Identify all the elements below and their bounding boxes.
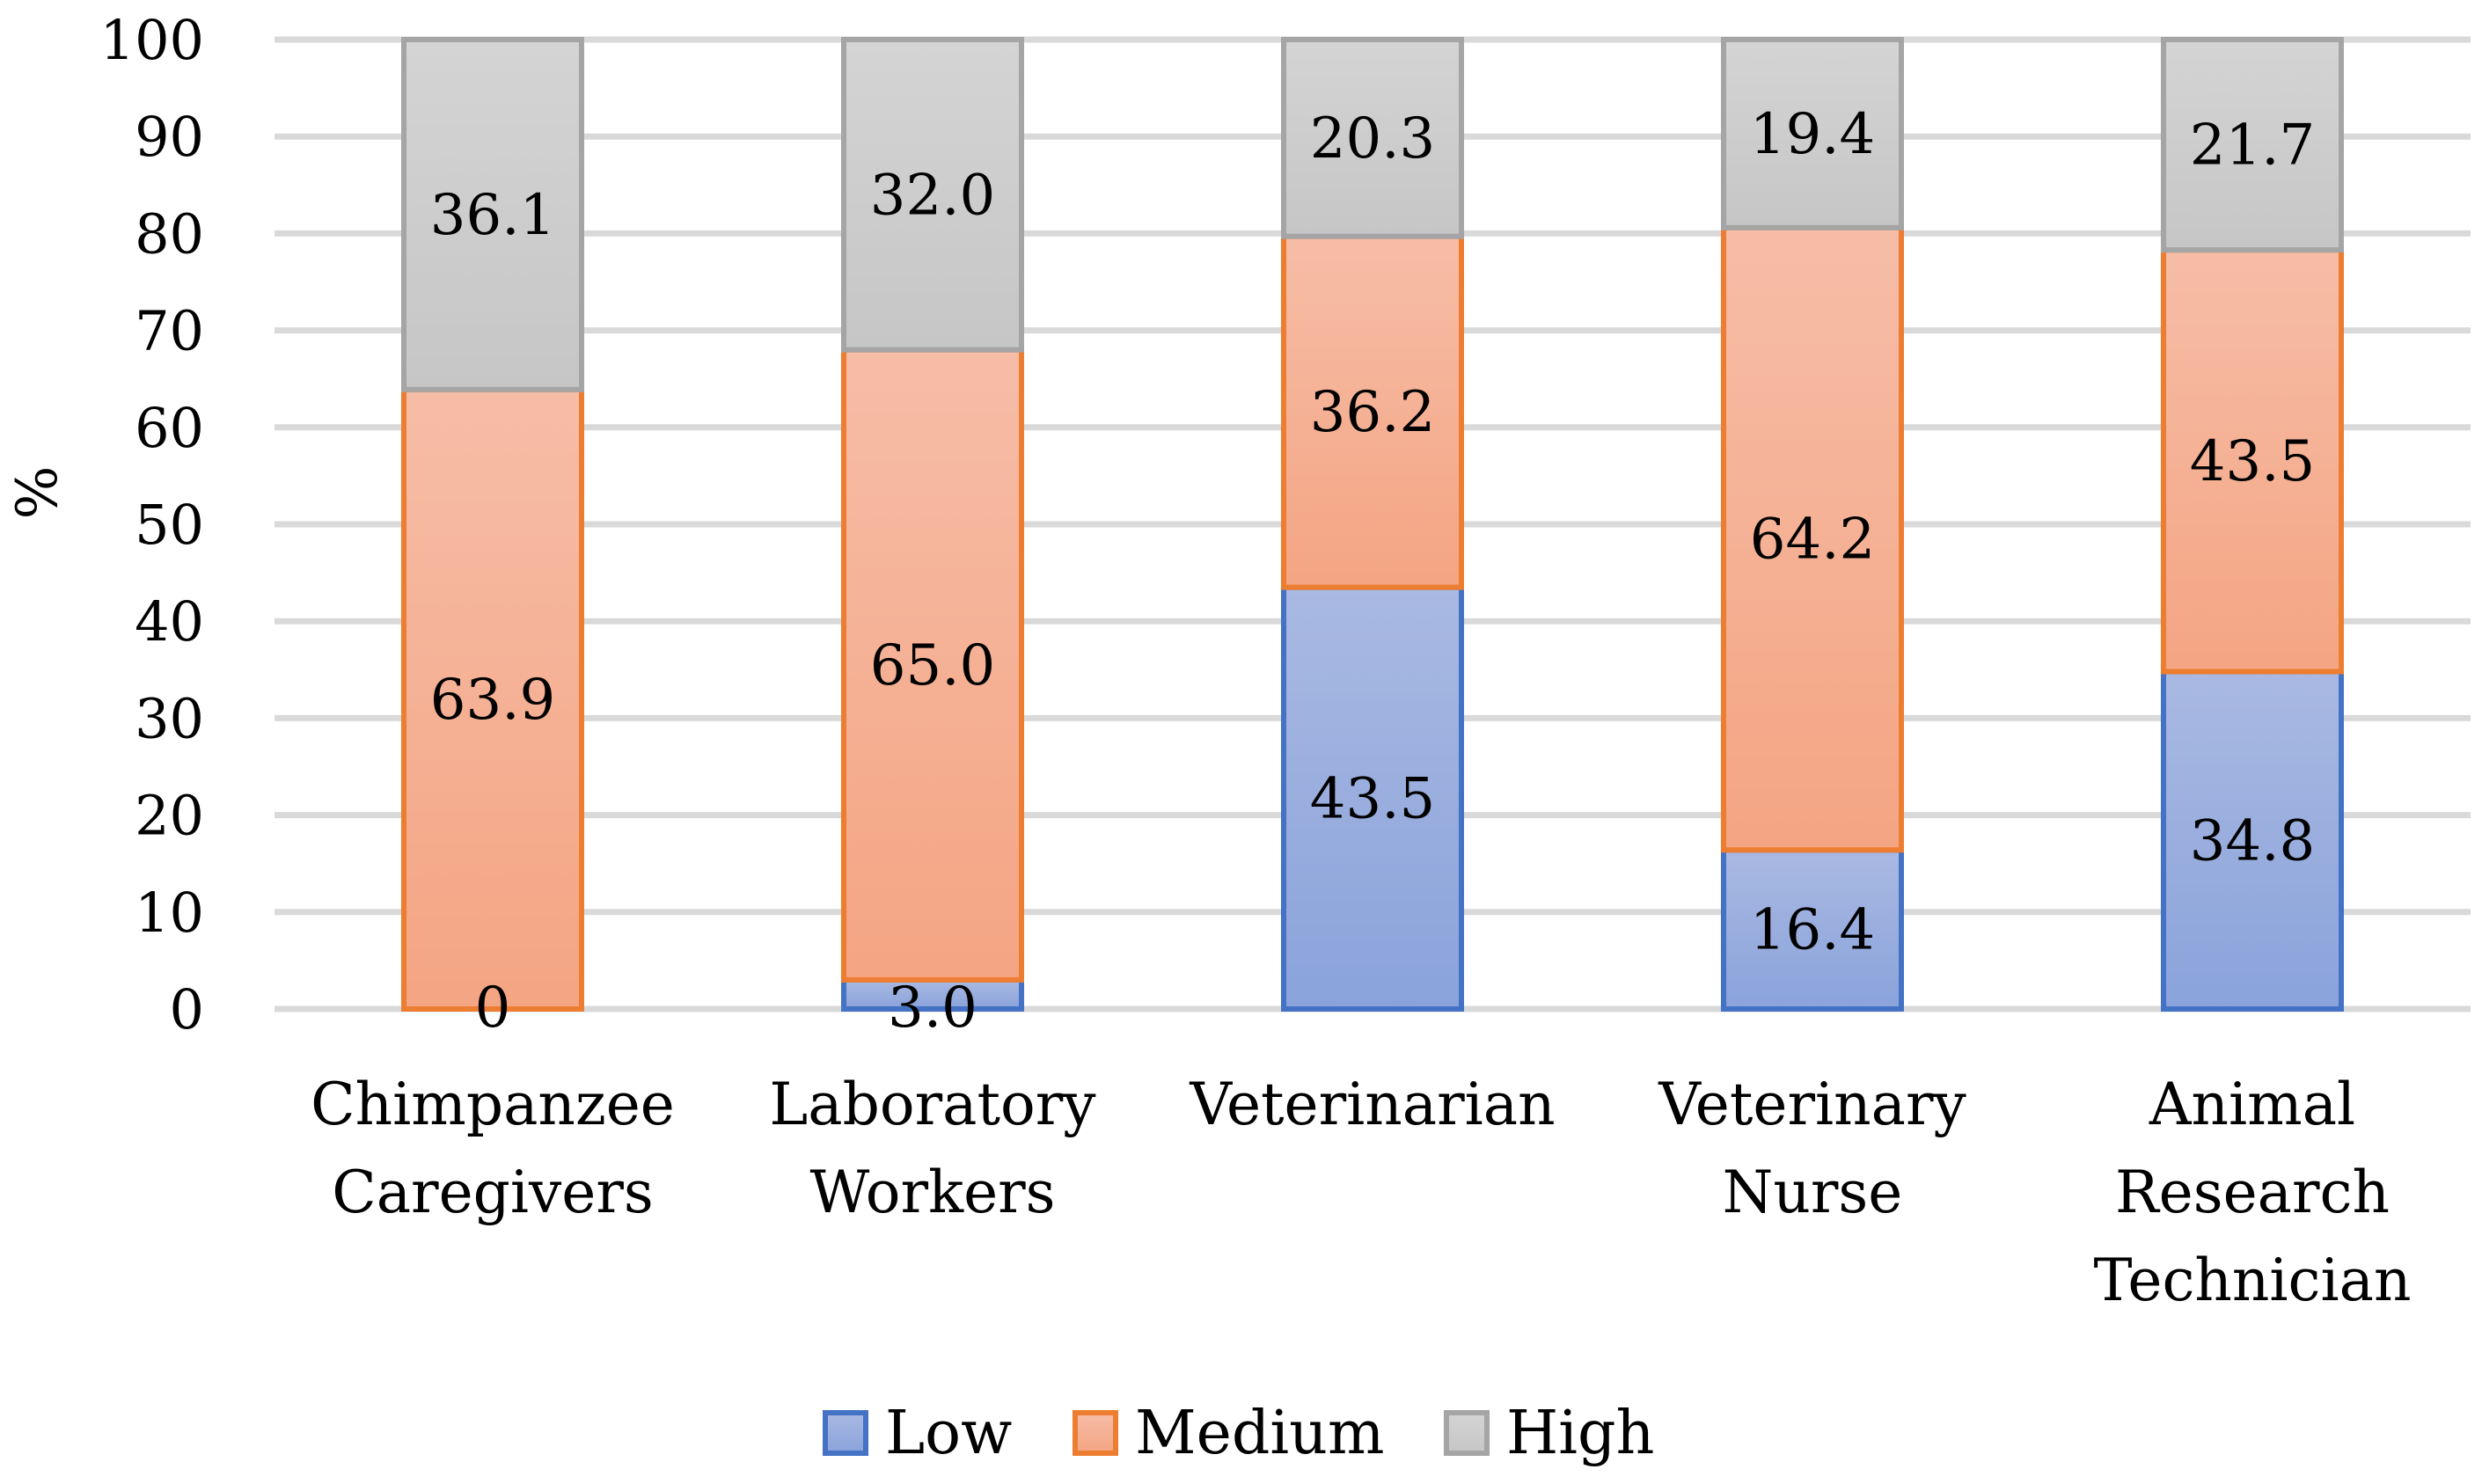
y-tick-label: 20	[135, 784, 204, 848]
legend: Low Medium High	[823, 1399, 1654, 1468]
legend-item-medium: Medium	[1073, 1399, 1384, 1468]
category-label: Caregivers	[332, 1159, 654, 1226]
y-tick-label: 50	[135, 493, 204, 557]
data-label-low: 0	[475, 976, 511, 1041]
data-label-high: 36.1	[430, 183, 556, 248]
data-labels: 0 63.9 36.1 3.0 65.0 32.0 43.5 36.2 20.3 16.4 64.2…	[430, 102, 2316, 1041]
data-label-medium: 63.9	[430, 668, 556, 733]
y-tick-label: 40	[135, 589, 204, 654]
legend-swatch-high	[1444, 1410, 1490, 1456]
bar-medium	[841, 347, 1024, 983]
data-label-medium: 65.0	[870, 633, 996, 698]
bar-medium	[401, 386, 584, 1012]
category-label: Nurse	[1723, 1159, 1903, 1226]
data-label-high: 32.0	[870, 163, 996, 228]
data-label-medium: 64.2	[1750, 508, 1876, 573]
bar-high	[1281, 37, 1464, 239]
legend-swatch-low	[823, 1410, 868, 1456]
category-label: Research	[2115, 1159, 2390, 1226]
data-label-low: 3.0	[888, 976, 977, 1041]
y-tick-label: 100	[100, 8, 204, 72]
legend-label-medium: Medium	[1135, 1399, 1384, 1468]
bar-high	[1721, 37, 1904, 230]
category-label: Workers	[809, 1159, 1055, 1226]
y-tick-label: 60	[135, 396, 204, 460]
category-labels: Chimpanzee Caregivers Laboratory Workers Vet…	[311, 1071, 2411, 1314]
y-tick-labels: 0 10 20 30 40 50 60 70 80 90 100	[100, 8, 204, 1042]
category-label: Laboratory	[769, 1071, 1096, 1138]
bar-high	[841, 37, 1024, 353]
legend-label-high: High	[1506, 1399, 1654, 1468]
bars	[401, 37, 2344, 1012]
data-label-medium: 36.2	[1310, 380, 1436, 445]
bar-medium	[2161, 247, 2344, 675]
y-tick-label: 90	[135, 105, 204, 169]
y-tick-label: 10	[135, 881, 204, 945]
bar-high	[401, 37, 584, 392]
data-label-low: 16.4	[1750, 898, 1876, 963]
legend-swatch-medium	[1073, 1410, 1118, 1456]
data-label-high: 20.3	[1310, 106, 1436, 172]
data-label-low: 34.8	[2190, 808, 2316, 874]
y-tick-label: 80	[135, 201, 204, 266]
category-label: Chimpanzee	[311, 1071, 675, 1138]
y-tick-label: 30	[135, 686, 204, 750]
legend-label-low: Low	[885, 1399, 1012, 1468]
data-label-high: 21.7	[2190, 113, 2316, 179]
category-label: Veterinarian	[1189, 1071, 1555, 1138]
category-label: Veterinary	[1658, 1071, 1966, 1138]
category-label: Animal	[2149, 1071, 2355, 1138]
category-label: Technician	[2094, 1246, 2412, 1314]
bar-low	[2161, 669, 2344, 1012]
legend-item-low: Low	[823, 1399, 1012, 1468]
y-tick-label: 0	[170, 977, 204, 1042]
bar-high	[2161, 37, 2344, 253]
y-tick-label: 70	[135, 299, 204, 363]
data-label-high: 19.4	[1750, 102, 1876, 167]
data-label-low: 43.5	[1310, 766, 1436, 831]
y-axis-title: %	[5, 466, 70, 520]
bar-medium	[1721, 224, 1904, 853]
legend-item-high: High	[1444, 1399, 1654, 1468]
data-label-medium: 43.5	[2190, 429, 2316, 494]
